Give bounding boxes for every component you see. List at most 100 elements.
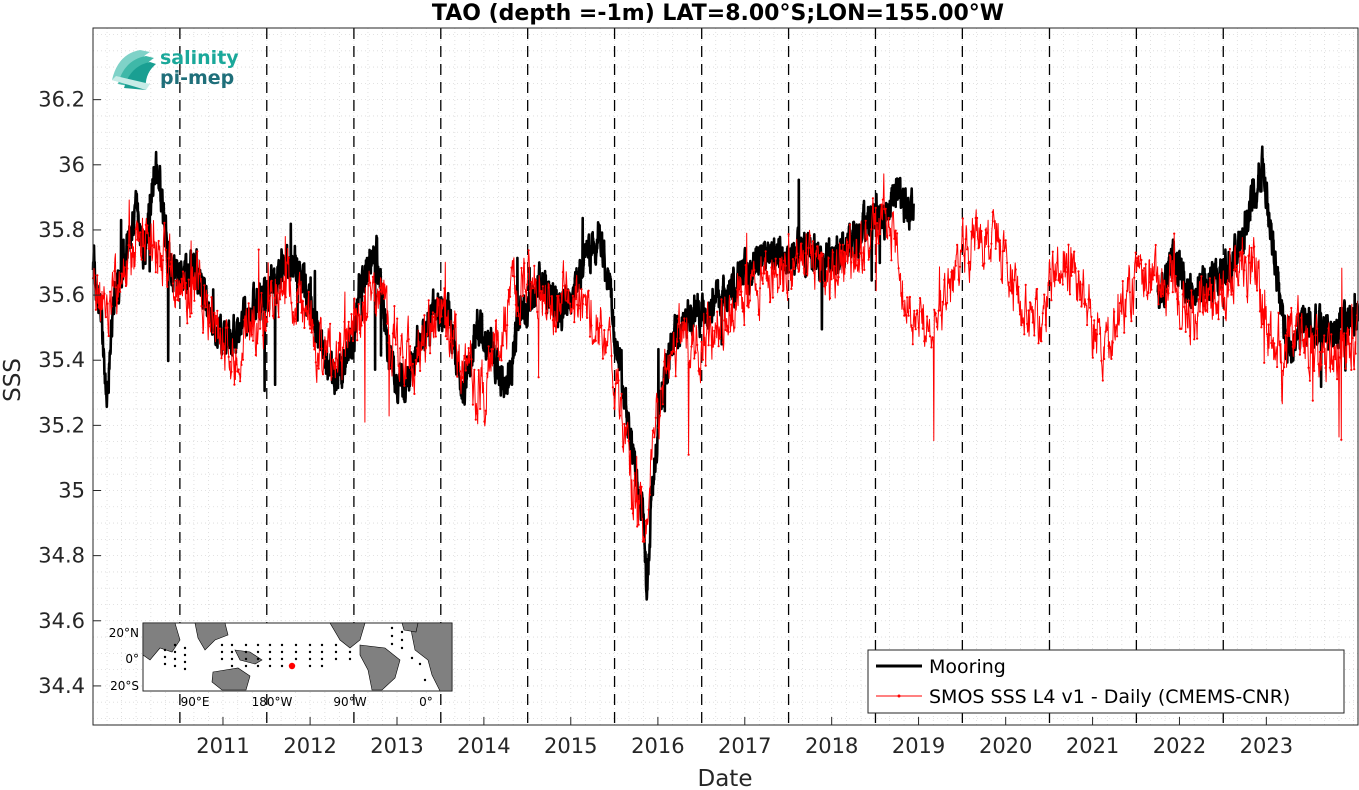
smos-point [1298, 353, 1301, 356]
smos-point [246, 331, 249, 334]
smos-point [954, 264, 957, 267]
smos-point [340, 359, 343, 362]
smos-point [637, 523, 640, 526]
smos-point [573, 321, 576, 324]
smos-point [817, 257, 820, 260]
smos-point [1124, 315, 1127, 318]
smos-point [786, 291, 789, 294]
smos-point [1196, 337, 1199, 340]
smos-point [397, 364, 400, 367]
smos-point [660, 387, 663, 390]
smos-point [1068, 293, 1072, 296]
smos-point [940, 314, 943, 317]
logo-text-salinity: salinity [160, 47, 239, 69]
smos-point [678, 337, 682, 340]
smos-point [1351, 337, 1354, 340]
smos-point [668, 354, 672, 357]
smos-point [563, 284, 566, 287]
smos-point [747, 306, 750, 309]
smos-point [227, 355, 230, 358]
smos-point [1253, 245, 1256, 248]
smos-point [936, 325, 939, 328]
smos-point [1208, 277, 1211, 280]
smos-point [657, 426, 660, 429]
smos-point [948, 278, 952, 281]
smos-point [878, 233, 882, 236]
smos-point [627, 439, 630, 443]
smos-point [916, 309, 919, 312]
smos-point [713, 329, 716, 332]
smos-point [604, 351, 607, 354]
smos-point [217, 336, 220, 339]
smos-point [1328, 366, 1331, 369]
smos-point [1290, 306, 1293, 310]
smos-point [1213, 297, 1216, 300]
smos-point [700, 340, 703, 343]
smos-point [600, 324, 603, 327]
y-axis-ticks: 34.4 34.6 34.8 35 35.2 35.4 35.6 35.8 36 36.2 [38, 88, 101, 698]
smos-point [1331, 367, 1334, 371]
smos-point [1074, 267, 1077, 270]
smos-point [836, 279, 839, 282]
smos-point [343, 320, 346, 323]
smos-point [426, 332, 429, 335]
smos-point [341, 346, 345, 349]
smos-point [714, 326, 717, 329]
smos-point [808, 234, 812, 237]
smos-point [724, 328, 727, 332]
smos-point [1166, 288, 1169, 291]
smos-point [918, 297, 922, 300]
smos-point [823, 285, 826, 288]
smos-point [1111, 341, 1114, 344]
smos-point [1323, 334, 1326, 337]
smos-point [437, 304, 440, 307]
smos-point [324, 347, 327, 351]
smos-point [151, 244, 155, 247]
smos-point [710, 344, 713, 347]
smos-point [783, 259, 786, 262]
smos-point [1141, 269, 1144, 272]
smos-point [236, 370, 239, 373]
smos-point [410, 368, 413, 372]
smos-point [1046, 298, 1049, 301]
y-tick-label-34-6: 34.6 [38, 609, 85, 633]
smos-point [988, 256, 992, 259]
smos-point [1018, 313, 1022, 316]
smos-point [1163, 283, 1166, 286]
smos-point [223, 352, 226, 355]
smos-point [123, 266, 126, 269]
smos-point [240, 363, 243, 366]
smos-point [1156, 272, 1159, 275]
smos-point [906, 296, 909, 299]
smos-point [667, 368, 670, 371]
smos-point [509, 295, 512, 298]
smos-point [1034, 297, 1037, 300]
smos-point [300, 311, 303, 314]
smos-point [369, 281, 372, 284]
smos-point [486, 372, 489, 375]
smos-point [547, 286, 550, 289]
smos-point [1271, 339, 1274, 342]
smos-point [276, 292, 279, 295]
logo-text-pi-mep: pi-mep [160, 67, 234, 89]
smos-point [1084, 302, 1087, 306]
smos-point [446, 338, 449, 341]
smos-point [696, 343, 699, 346]
smos-point [731, 319, 735, 322]
smos-point [1304, 330, 1307, 333]
smos-point [1026, 322, 1029, 325]
smos-point [334, 357, 337, 360]
map-lat-label-0: 0° [125, 652, 139, 666]
smos-point [1263, 361, 1266, 364]
smos-point [381, 282, 384, 285]
smos-point [1307, 366, 1310, 369]
map-lon-label-180w: 180°W [252, 695, 293, 709]
smos-point [623, 422, 626, 426]
y-tick-label-35-6: 35.6 [38, 283, 85, 307]
smos-point [733, 326, 736, 329]
smos-point [310, 331, 313, 334]
smos-point [154, 271, 157, 274]
smos-point [1241, 251, 1244, 254]
smos-point [1330, 333, 1333, 336]
smos-point [210, 296, 213, 299]
